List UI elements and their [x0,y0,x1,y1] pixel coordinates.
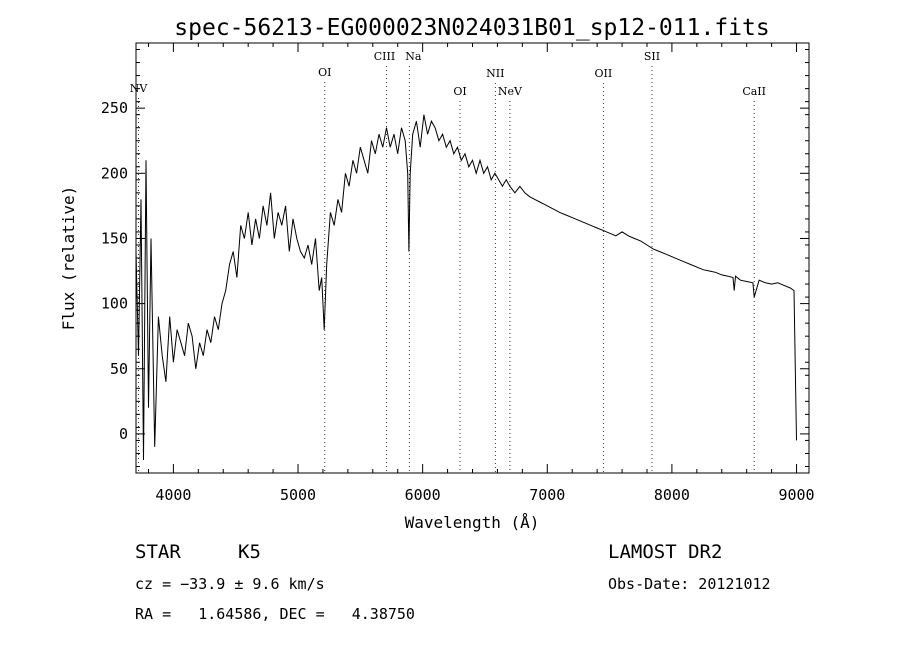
line-marker-label: OI [453,85,466,98]
object-subclass: K5 [238,541,261,563]
plot-frame [135,42,810,474]
y-axis-label: Flux (relative) [59,186,78,331]
y-tick-label: 250 [101,99,128,117]
y-tick-label: 150 [101,229,128,247]
line-marker-label: SII [644,50,660,63]
x-tick-label: 5000 [280,486,316,504]
y-tick-label: 0 [119,425,128,443]
line-marker-label: OI [318,66,331,79]
y-tick-label: 100 [101,295,128,313]
line-marker-label: CIII [374,50,395,63]
x-tick-label: 8000 [654,486,690,504]
x-tick-label: 9000 [778,486,814,504]
observation-date: Obs-Date: 20121012 [608,575,771,593]
x-tick-label: 6000 [405,486,441,504]
spectrum-line [135,114,797,461]
line-marker-label: NII [486,67,504,80]
redshift-velocity: cz = −33.9 ± 9.6 km/s [135,575,325,593]
line-marker-label: OII [595,67,613,80]
x-axis-label: Wavelength (Å) [405,513,540,532]
chart-title: spec-56213-EG000023N024031B01_sp12-011.f… [174,15,769,41]
x-tick-label: 7000 [529,486,565,504]
survey-name: LAMOST DR2 [608,541,723,563]
line-marker-label: NeV [498,85,523,98]
line-marker-label: Na [405,50,422,63]
object-class: STAR [135,541,181,563]
x-tick-label: 4000 [155,486,191,504]
line-marker-label: CaII [742,85,766,98]
y-tick-label: 50 [110,360,128,378]
x-axis-ticks: 4000 5000 6000 7000 8000 9000 [147,43,815,504]
coordinates: RA = 1.64586, DEC = 4.38750 [135,605,415,623]
y-tick-label: 200 [101,164,128,182]
y-axis-ticks: 0 50 100 150 200 250 [101,49,809,467]
